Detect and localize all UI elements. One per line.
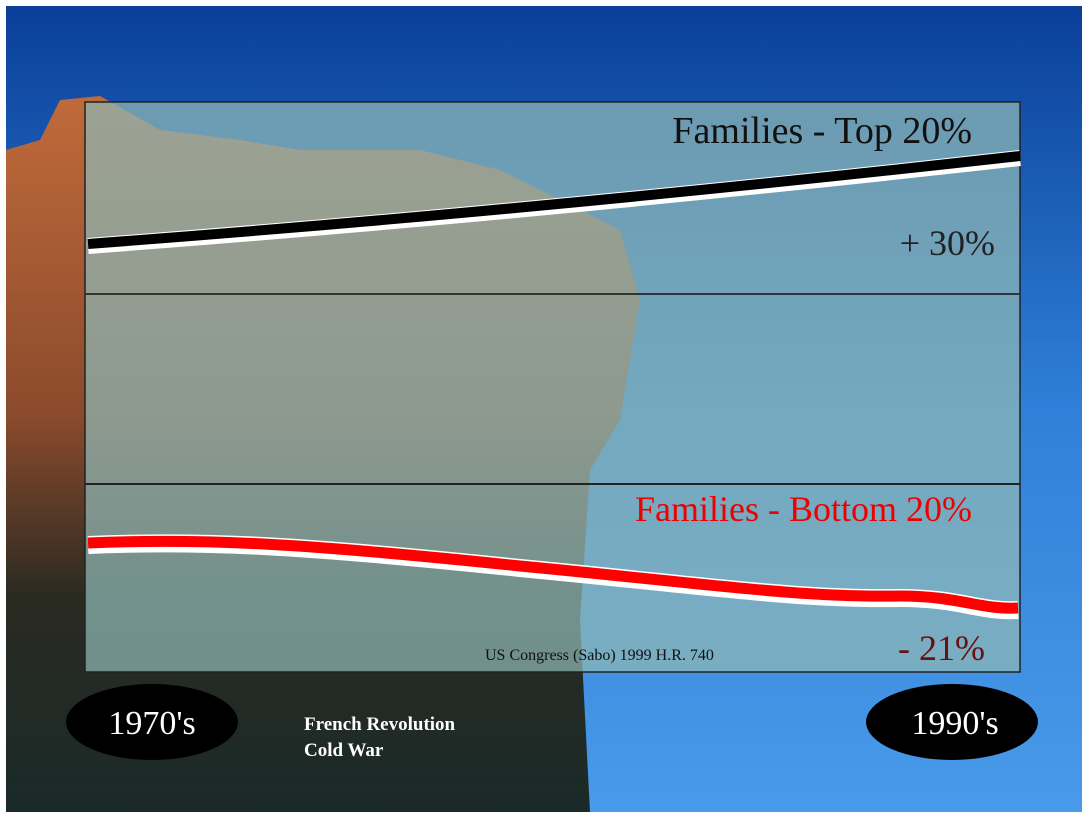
note: French Revolution [304,714,456,735]
top-label: Families - Top 20% [672,110,972,152]
bottom-label: Families - Bottom 20% [635,489,972,529]
source: US Congress (Sabo) 1999 H.R. 740 [485,647,714,664]
top-change: + 30% [900,223,995,263]
bottom-change: - 21% [898,628,985,668]
chart-panel [85,102,1020,672]
start-label: 1970's [108,705,195,742]
slide: Families - Top 20% + 30% Families - Bott… [0,0,1086,816]
note: Cold War [304,740,384,761]
end-label: 1990's [911,705,998,742]
